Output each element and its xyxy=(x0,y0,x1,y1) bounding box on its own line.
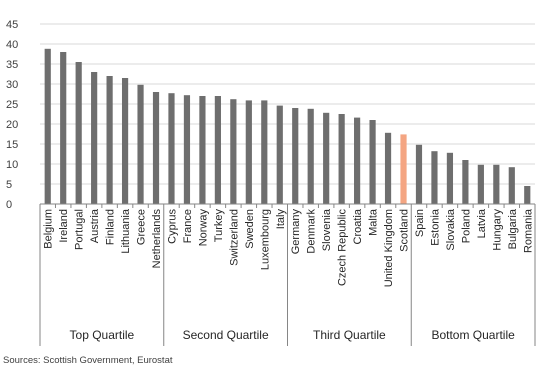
bar-ireland xyxy=(60,52,67,204)
category-label: Bulgaria xyxy=(507,208,519,249)
category-label: Scotland xyxy=(399,209,411,252)
category-label: Turkey xyxy=(213,209,225,243)
y-tick-label: 5 xyxy=(6,179,12,191)
y-tick-label: 40 xyxy=(6,39,18,51)
bar-romania xyxy=(524,186,531,204)
bar-greece xyxy=(137,84,144,204)
bar-cyprus xyxy=(168,93,175,204)
bar-slovakia xyxy=(446,152,454,204)
bar-poland xyxy=(462,160,469,204)
bar-croatia xyxy=(354,117,361,204)
category-label: Poland xyxy=(460,209,472,243)
y-tick-label: 35 xyxy=(6,59,18,71)
y-tick-label: 15 xyxy=(6,139,18,151)
category-label: Sweden xyxy=(244,209,256,249)
group-label: Top Quartile xyxy=(70,328,135,342)
category-label: Denmark xyxy=(306,209,318,254)
category-label: Norway xyxy=(197,209,209,247)
category-label: Ireland xyxy=(58,209,70,243)
bar-estonia xyxy=(431,151,438,204)
bar-luxembourg xyxy=(261,100,268,204)
bar-italy xyxy=(276,105,283,204)
bars xyxy=(44,48,531,204)
category-label: Lithuania xyxy=(120,208,132,254)
bar-netherlands xyxy=(152,92,160,204)
gridlines xyxy=(40,23,535,185)
bar-france xyxy=(183,95,191,204)
category-label: Croatia xyxy=(352,208,364,244)
category-label: Switzerland xyxy=(228,209,240,266)
category-label: Malta xyxy=(368,208,380,236)
bar-germany xyxy=(292,108,299,204)
bar-norway xyxy=(199,96,206,204)
category-label: Portugal xyxy=(74,209,86,250)
category-labels: Belgium Ireland Portugal Austria Finland Lith… xyxy=(43,208,535,287)
category-label: Czech Republic xyxy=(337,209,349,287)
category-label: Germany xyxy=(290,209,302,255)
category-label: Finland xyxy=(105,209,117,245)
y-tick-label: 0 xyxy=(6,199,12,211)
category-label: Netherlands xyxy=(151,209,163,269)
y-tick-label: 30 xyxy=(6,79,18,91)
category-label: United Kingdom xyxy=(383,209,395,287)
category-label: France xyxy=(182,209,194,243)
bar-latvia xyxy=(477,164,484,204)
bar-finland xyxy=(106,76,113,204)
bar-scotland xyxy=(400,134,407,204)
bar-bulgaria xyxy=(508,167,515,204)
category-label: Italy xyxy=(275,209,287,230)
bar-portugal xyxy=(75,62,82,204)
bar-hungary xyxy=(493,164,500,204)
quartile-groups: Top Quartile Second Quartile Third Quartil… xyxy=(39,208,536,346)
y-tick-label: 10 xyxy=(6,159,18,171)
axes xyxy=(39,203,536,208)
group-label: Second Quartile xyxy=(183,328,269,342)
bar-turkey xyxy=(214,96,221,204)
category-label: Romania xyxy=(522,208,534,253)
bar-austria xyxy=(91,72,98,204)
bar-spain xyxy=(415,144,423,204)
category-label: Slovakia xyxy=(445,208,457,250)
y-tick-label: 25 xyxy=(6,99,18,111)
y-axis-ticks: 0 5 10 15 20 25 30 35 40 45 xyxy=(6,19,18,211)
bar-belgium xyxy=(44,48,51,204)
category-label: Cyprus xyxy=(166,209,178,244)
category-label: Spain xyxy=(414,209,426,237)
category-label: Belgium xyxy=(43,209,55,249)
bar-united-kingdom xyxy=(384,132,392,204)
bar-denmark xyxy=(307,108,314,204)
y-tick-label: 45 xyxy=(6,19,18,31)
category-label: Latvia xyxy=(476,208,488,238)
bar-slovenia xyxy=(323,112,330,204)
category-label: Slovenia xyxy=(321,208,333,251)
bar-lithuania xyxy=(121,78,129,204)
category-label: Estonia xyxy=(429,208,441,246)
group-label: Third Quartile xyxy=(313,328,386,342)
category-label: Austria xyxy=(89,208,101,243)
category-label: Greece xyxy=(136,209,148,245)
source-note: Sources: Scottish Government, Eurostat xyxy=(3,355,173,366)
bar-czech-republic xyxy=(338,114,345,204)
bar-sweden xyxy=(245,100,252,204)
category-label: Hungary xyxy=(491,209,503,251)
y-tick-label: 20 xyxy=(6,119,18,131)
group-label: Bottom Quartile xyxy=(431,328,515,342)
category-label: Luxembourg xyxy=(259,209,271,270)
bar-malta xyxy=(369,120,376,204)
bar-switzerland xyxy=(230,99,237,204)
